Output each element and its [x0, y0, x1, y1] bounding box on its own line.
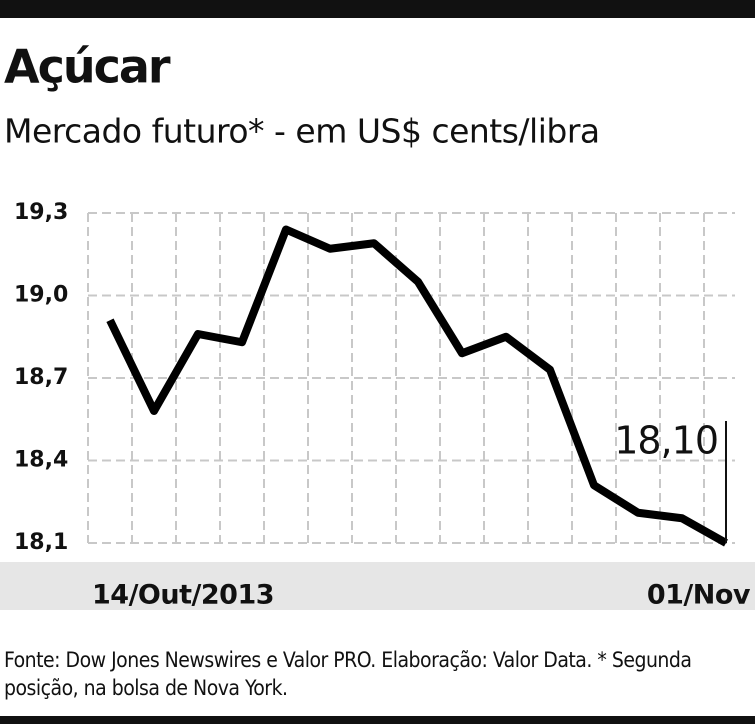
- x-axis-band: [0, 562, 755, 610]
- source-note: Fonte: Dow Jones Newswires e Valor PRO. …: [4, 648, 692, 700]
- y-tick-label: 19,0: [14, 283, 68, 308]
- top-bar: [0, 0, 755, 18]
- bottom-bar: [0, 716, 755, 724]
- chart-title: Açúcar: [4, 40, 171, 94]
- x-tick-label: 14/Out/2013: [92, 580, 274, 611]
- price-line: [106, 225, 728, 547]
- y-tick-label: 18,1: [14, 530, 68, 555]
- chart-subtitle: Mercado futuro* - em US$ cents/libra: [4, 112, 600, 151]
- y-tick-label: 18,7: [14, 365, 68, 390]
- y-tick-label: 18,4: [14, 448, 68, 473]
- y-tick-label: 19,3: [14, 200, 68, 225]
- x-tick-label: 01/Nov: [647, 580, 751, 611]
- value-label: 18,10: [614, 419, 718, 463]
